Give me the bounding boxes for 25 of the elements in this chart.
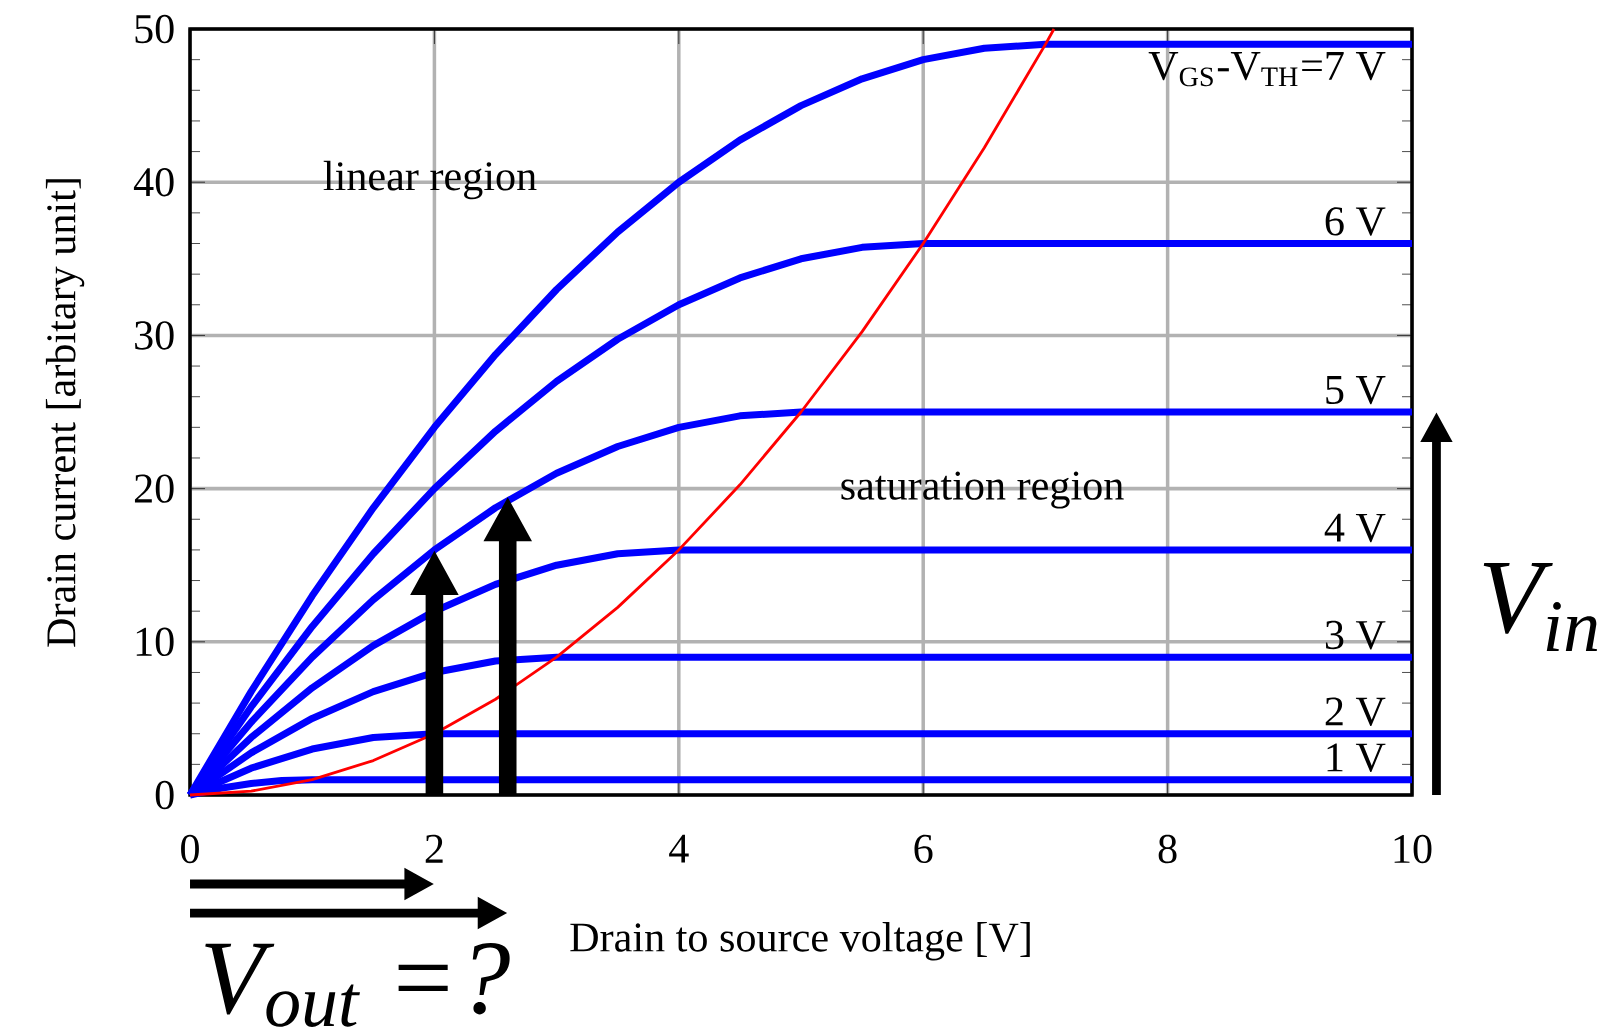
x-tick-label: 2: [425, 834, 443, 863]
y-tick-label: 10: [136, 627, 174, 657]
series-label: 2 V: [1325, 697, 1386, 727]
y-tick-label: 50: [135, 14, 174, 44]
series-label: 6 V: [1325, 207, 1386, 236]
annotation: saturation region: [841, 471, 1124, 509]
y-tick-label: 0: [155, 780, 174, 810]
series-label: 1 V: [1327, 743, 1386, 772]
x-tick-label: 0: [181, 834, 199, 864]
x-axis-title: Drain to source voltage [V]: [570, 922, 1030, 961]
y-tick-label: 20: [134, 474, 174, 503]
annotation: linear region: [323, 160, 537, 200]
text: V$_{in}$: [1483, 563, 1598, 651]
x-tick-label: 6: [914, 834, 933, 864]
y-tick-label: 40: [133, 167, 174, 197]
series-label: 5 V: [1326, 376, 1386, 405]
y-tick-label: 30: [135, 321, 174, 350]
series-label: 3 V: [1325, 620, 1386, 650]
x-tick-label: 8: [1158, 834, 1177, 864]
x-tick-label: 4: [669, 834, 689, 863]
series-label: V$_{GS}$-V$_{TH}$=7 V: [1148, 52, 1386, 87]
x-tick-label: 10: [1394, 834, 1432, 864]
series-label: 4 V: [1324, 513, 1386, 543]
text: V$_{out}$ =?: [205, 943, 510, 1027]
y-axis-title: Drain current [arbitary unit]: [45, 179, 85, 647]
